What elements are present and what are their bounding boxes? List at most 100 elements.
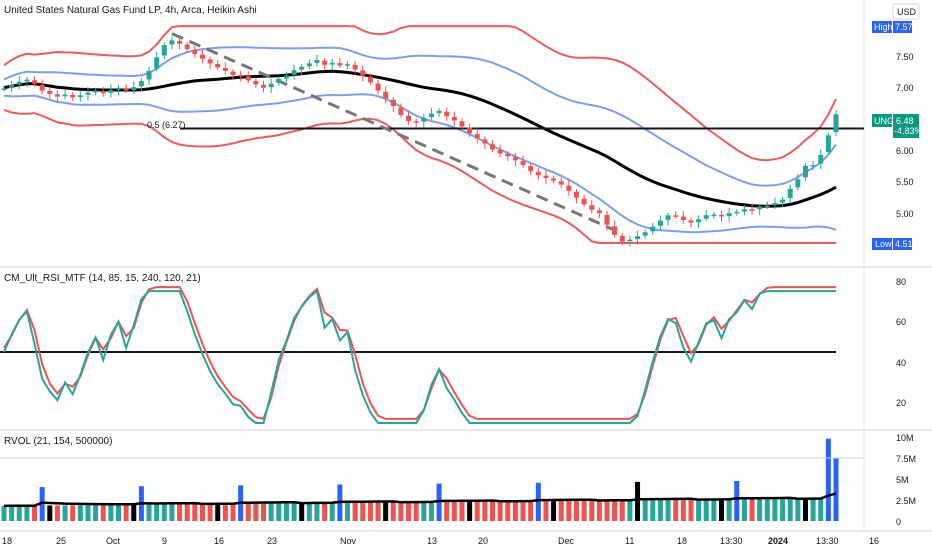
- candle-body: [619, 235, 625, 242]
- volume-bar: [711, 499, 717, 521]
- low-badge-value: 4.51: [895, 239, 913, 249]
- candle-body: [261, 84, 267, 88]
- lower-outer-band: [3, 108, 836, 244]
- volume-bar: [757, 499, 763, 521]
- price-tick-1: 7.00: [896, 83, 914, 93]
- volume-bar: [123, 504, 129, 521]
- vol-tick-2-5m: 2.5M: [896, 496, 916, 506]
- candle-body: [192, 49, 198, 54]
- time-tick-nov: Nov: [340, 536, 357, 546]
- candle-body: [154, 57, 160, 69]
- volume-bar: [184, 504, 190, 521]
- candle-body: [283, 75, 289, 79]
- candle-body: [177, 40, 183, 44]
- volume-bar: [375, 502, 381, 521]
- candle-body: [352, 64, 358, 70]
- volume-bar: [390, 502, 396, 521]
- volume-bar: [344, 502, 350, 521]
- volume-bar: [505, 501, 511, 521]
- candle-body: [764, 205, 770, 208]
- volume-bar: [810, 498, 816, 521]
- candle-body: [245, 76, 251, 81]
- candle-body: [696, 219, 702, 223]
- candle-body: [238, 75, 244, 77]
- candle-body: [734, 211, 740, 214]
- candle-body: [612, 226, 618, 235]
- candle-body: [436, 110, 442, 114]
- candle-body: [1, 88, 7, 90]
- time-tick-1330b: 13:30: [816, 536, 839, 546]
- candle-body: [131, 87, 137, 91]
- candle-body: [589, 205, 595, 210]
- volume-bar: [772, 499, 778, 521]
- volume-bar: [734, 481, 740, 521]
- volume-bar: [573, 500, 579, 521]
- candle-body: [558, 181, 564, 185]
- volume-bar: [177, 504, 183, 521]
- candle-body: [795, 179, 801, 188]
- candle-body: [169, 40, 175, 45]
- candle-body: [596, 210, 602, 214]
- candle-body: [207, 59, 213, 64]
- rsi-tick-60: 60: [896, 317, 906, 327]
- volume-bar: [199, 504, 205, 521]
- lower-inner-band: [3, 93, 837, 234]
- volume-bar: [93, 505, 99, 521]
- last-value: 6.48: [896, 116, 914, 126]
- currency-badge[interactable]: USD: [892, 3, 920, 20]
- candle-body: [505, 153, 511, 157]
- time-tick-18: 18: [2, 536, 12, 546]
- time-axis[interactable]: 18 25 Oct 9 16 23 Nov 13 20 Dec 11 18 13…: [2, 536, 879, 546]
- rsi-line-green: [3, 289, 836, 424]
- volume-bar: [322, 503, 328, 521]
- volume-bar: [741, 499, 747, 521]
- low-badge: Low 4.51: [872, 238, 913, 250]
- time-tick-oct: Oct: [106, 536, 121, 546]
- price-pane[interactable]: [1, 25, 865, 247]
- price-axis[interactable]: 7.50 7.00 6.00 5.50 5.00: [896, 52, 914, 219]
- volume-bar: [818, 498, 824, 521]
- candle-body: [413, 121, 419, 123]
- volume-bar: [85, 505, 91, 521]
- candle-body: [161, 45, 167, 56]
- volume-bar: [383, 502, 389, 521]
- volume-bar: [604, 500, 610, 521]
- volume-bar: [551, 501, 557, 521]
- candle-body: [329, 62, 335, 65]
- volume-pane[interactable]: [0, 438, 864, 521]
- vol-tick-0: 0: [896, 517, 901, 527]
- vol-tick-7-5m: 7.5M: [896, 454, 916, 464]
- candle-body: [520, 161, 526, 166]
- volume-bar: [444, 502, 450, 521]
- rsi-pane[interactable]: [0, 286, 836, 424]
- volume-bar: [329, 503, 335, 521]
- volume-bar: [657, 500, 663, 521]
- volume-bar: [1, 505, 7, 521]
- candle-body: [825, 135, 831, 152]
- volume-bar: [428, 502, 434, 521]
- candle-body: [390, 99, 396, 107]
- volume-bar: [703, 499, 709, 521]
- candle-body: [810, 165, 816, 167]
- candle-body: [299, 66, 305, 70]
- volume-bar: [108, 504, 114, 521]
- volume-bar: [535, 482, 541, 521]
- volume-bar: [612, 500, 618, 521]
- volume-bar: [9, 505, 15, 521]
- low-badge-value-box: [893, 238, 912, 250]
- volume-bar: [825, 438, 831, 521]
- last-value-box: [893, 114, 919, 138]
- rsi-axis[interactable]: 80 60 40 20: [896, 277, 906, 408]
- volume-bar: [833, 458, 839, 521]
- candle-body: [703, 215, 709, 219]
- volume-bar: [802, 498, 808, 521]
- candle-body: [360, 70, 366, 76]
- time-tick-16b: 16: [869, 536, 879, 546]
- candle-body: [650, 226, 656, 232]
- candle-body: [222, 67, 228, 71]
- volume-bar: [146, 504, 152, 521]
- volume-bar: [490, 501, 496, 521]
- candle-body: [428, 113, 434, 118]
- volume-axis[interactable]: 10M 7.5M 5M 2.5M 0: [896, 433, 916, 527]
